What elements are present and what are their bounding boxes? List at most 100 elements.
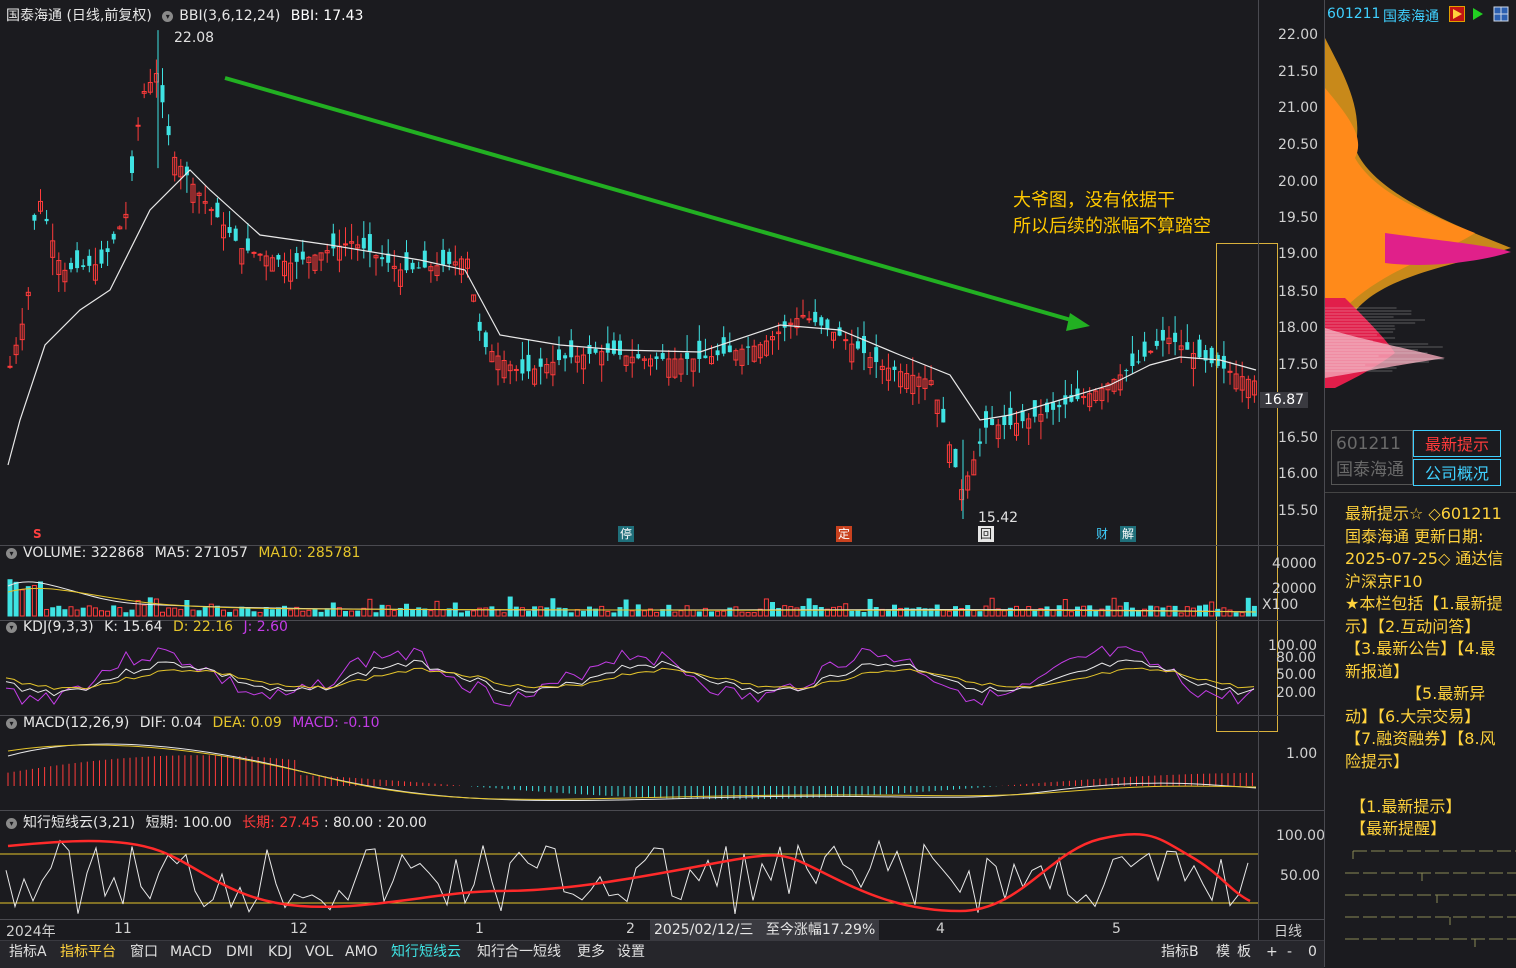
zoom-in-button[interactable]: + <box>1263 941 1281 963</box>
price-tick: 18.50 <box>1278 284 1318 300</box>
latest-tips-button[interactable]: 最新提示 <box>1413 430 1501 457</box>
price-chart[interactable] <box>0 0 1258 545</box>
tab-zx-short[interactable]: 知行短线云 <box>388 941 464 963</box>
right-panel: 601211 国泰海通 601211 国泰海通 最新提示 公司概况 最新提示☆ … <box>1325 0 1516 967</box>
period-label[interactable]: 日线 <box>1274 921 1302 941</box>
grid-icon[interactable] <box>1493 6 1509 26</box>
macd-title[interactable]: MACD(12,26,9) <box>23 715 129 731</box>
volume-bar <box>1045 607 1049 616</box>
tab-indicator-platform[interactable]: 指标平台 <box>57 941 119 963</box>
candle-body <box>1198 340 1202 358</box>
volume-bar <box>752 613 756 616</box>
tab-indicator-a[interactable]: 指标A <box>6 941 50 963</box>
marker-fixed[interactable]: 定 <box>836 526 852 542</box>
volume-bar <box>588 607 592 616</box>
zx-long: 长期: 27.45 <box>242 815 319 831</box>
f10-info-text: 最新提示☆ ◇601211 国泰海通 更新日期: 2025-07-25◇ 通达信… <box>1345 503 1515 841</box>
volume-bar <box>246 609 250 616</box>
price-tick: 16.00 <box>1278 466 1318 482</box>
volume-bar <box>606 611 610 616</box>
volume-bar <box>392 611 396 616</box>
candle-body <box>813 312 817 322</box>
candle-body <box>447 252 451 264</box>
volume-bar <box>1069 612 1073 616</box>
indicator-toggle-icon[interactable]: ▾ <box>162 11 173 22</box>
tab-dmi[interactable]: DMI <box>223 941 256 963</box>
volume-bar <box>380 605 384 616</box>
candle-body <box>844 340 848 341</box>
volume-value[interactable]: VOLUME: 322868 <box>23 545 144 561</box>
tab-amo[interactable]: AMO <box>342 941 381 963</box>
volume-bar <box>356 611 360 616</box>
volume-bar <box>697 612 701 616</box>
zx-levels: : 80.00 : 20.00 <box>324 815 427 831</box>
volume-bar <box>307 610 311 616</box>
volume-bar <box>630 611 634 616</box>
candle-body <box>417 267 421 268</box>
tab-vol[interactable]: VOL <box>302 941 336 963</box>
candle-body <box>276 255 280 260</box>
volume-toggle-icon[interactable]: ▾ <box>6 548 17 559</box>
tab-template-1[interactable]: 模 <box>1213 941 1233 963</box>
date-axis: 2024年 11 12 1 2 2025/02/12/三 至今涨幅17.29% … <box>0 920 1258 940</box>
tab-template-2[interactable]: 板 <box>1234 941 1254 963</box>
volume-bar <box>502 613 506 616</box>
right-code[interactable]: 601211 <box>1327 6 1380 22</box>
play-icon[interactable] <box>1471 6 1485 26</box>
volume-ma10: MA10: 285781 <box>258 545 360 561</box>
candle-body <box>655 356 659 359</box>
volume-bar <box>764 599 768 616</box>
reset-button[interactable]: 0 <box>1305 941 1320 963</box>
candle-body <box>484 332 488 347</box>
volume-bar <box>917 608 921 616</box>
volume-ma10 <box>8 588 1256 612</box>
kdj-chart[interactable] <box>0 621 1258 715</box>
candle-body <box>990 419 994 425</box>
tab-indicator-b[interactable]: 指标B <box>1158 941 1202 963</box>
candle-body <box>825 319 829 328</box>
volume-tick: 20000 <box>1272 581 1317 597</box>
volume-bar <box>1179 613 1183 616</box>
candle-body <box>75 250 79 268</box>
zx-short: 短期: 100.00 <box>146 815 232 831</box>
marker-finance[interactable]: 财 <box>1094 526 1110 542</box>
kdj-title[interactable]: KDJ(9,3,3) <box>23 619 94 635</box>
marker-stop[interactable]: 停 <box>618 526 634 542</box>
volume-bar <box>642 611 646 616</box>
right-name[interactable]: 国泰海通 <box>1383 6 1439 26</box>
candle-body <box>87 256 91 266</box>
volume-bar <box>258 612 262 616</box>
candle-body <box>1124 370 1128 371</box>
zx-title[interactable]: 知行短线云(3,21) <box>23 815 135 831</box>
volume-unit: X100 <box>1262 597 1298 613</box>
zoom-out-button[interactable]: - <box>1284 941 1295 963</box>
volume-bar <box>386 606 390 616</box>
stock-title: 国泰海通 (日线,前复权) <box>6 8 152 24</box>
kdj-toggle-icon[interactable]: ▾ <box>6 622 17 633</box>
marker-s[interactable]: S <box>33 527 42 541</box>
candle-body <box>362 238 366 249</box>
price-tick: 17.50 <box>1278 357 1318 373</box>
volume-bar <box>161 612 165 616</box>
tab-settings[interactable]: 设置 <box>614 941 648 963</box>
kdj-d-line <box>6 668 1254 689</box>
volume-bar <box>618 608 622 616</box>
tab-window[interactable]: 窗口 <box>127 941 161 963</box>
marker-back[interactable]: 回 <box>978 526 994 542</box>
tab-more[interactable]: 更多 <box>574 941 608 963</box>
volume-bar <box>466 611 470 616</box>
marker-unlock[interactable]: 解 <box>1120 526 1136 542</box>
tab-zx-unity[interactable]: 知行合一短线 <box>474 941 564 963</box>
macd-toggle-icon[interactable]: ▾ <box>6 718 17 729</box>
volume-bar <box>801 606 805 616</box>
tab-macd[interactable]: MACD <box>167 941 215 963</box>
candle-body <box>783 321 787 327</box>
flag-icon[interactable] <box>1449 6 1465 22</box>
volume-bar <box>807 599 811 616</box>
date-label: 11 <box>114 921 132 937</box>
indicator-name[interactable]: BBI(3,6,12,24) <box>179 8 280 24</box>
zx-toggle-icon[interactable]: ▾ <box>6 818 17 829</box>
stamp-code: 601211 <box>1336 431 1412 457</box>
company-profile-button[interactable]: 公司概况 <box>1413 459 1501 486</box>
tab-kdj[interactable]: KDJ <box>265 941 295 963</box>
